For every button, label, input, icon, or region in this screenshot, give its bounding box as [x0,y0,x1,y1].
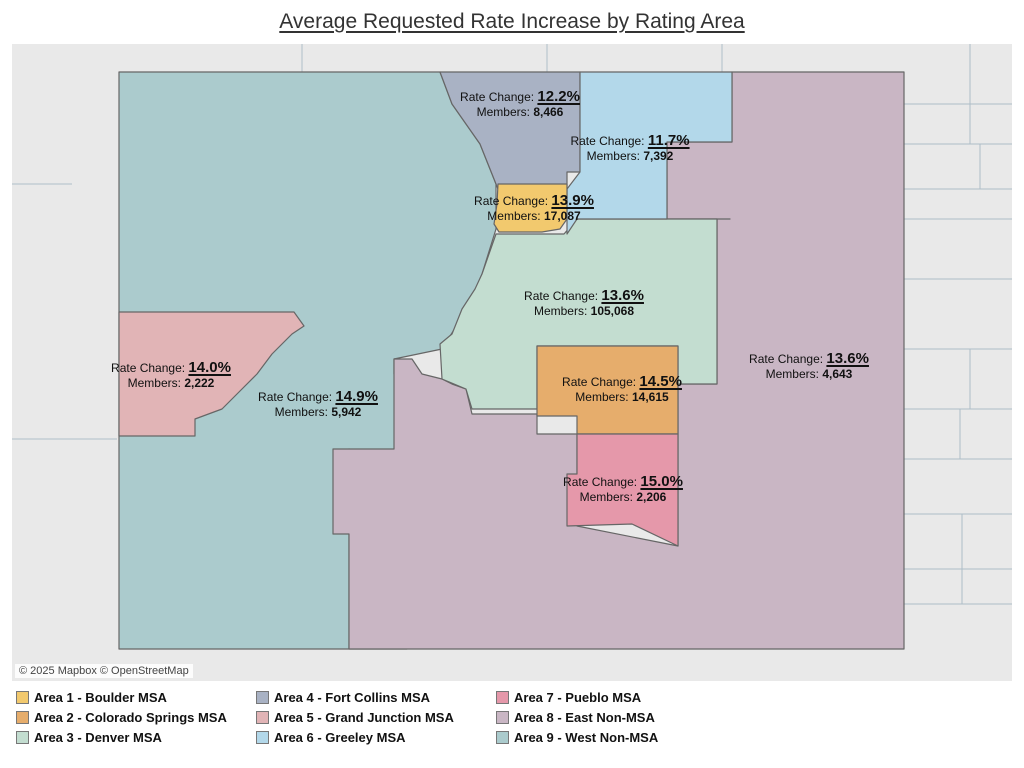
swatch-icon [496,691,509,704]
legend-item-area-7[interactable]: Area 7 - Pueblo MSA [496,690,641,705]
area-3-label: Rate Change: 13.6% Members: 105,068 [524,287,644,318]
colorado-map[interactable]: Rate Change: 12.2% Members: 8,466 Rate C… [12,44,1012,681]
swatch-icon [256,731,269,744]
map-canvas [12,44,1012,650]
area-9-label: Rate Change: 14.9% Members: 5,942 [258,388,378,419]
swatch-icon [16,691,29,704]
legend-item-area-2[interactable]: Area 2 - Colorado Springs MSA [16,710,227,725]
swatch-icon [16,731,29,744]
map-attribution[interactable]: © 2025 Mapbox © OpenStreetMap [15,664,193,678]
legend-item-area-8[interactable]: Area 8 - East Non-MSA [496,710,655,725]
chart-title: Average Requested Rate Increase by Ratin… [279,10,745,33]
area-1-label: Rate Change: 13.9% Members: 17,087 [474,192,594,223]
area-7-region [566,433,679,547]
legend-item-area-6[interactable]: Area 6 - Greeley MSA [256,730,406,745]
swatch-icon [256,691,269,704]
area-1-region [493,183,568,233]
legend-item-area-3[interactable]: Area 3 - Denver MSA [16,730,162,745]
swatch-icon [496,711,509,724]
area-6-label: Rate Change: 11.7% Members: 7,392 [570,132,690,163]
area-5-region [118,311,305,437]
swatch-icon [256,711,269,724]
legend-item-area-5[interactable]: Area 5 - Grand Junction MSA [256,710,454,725]
legend-item-area-9[interactable]: Area 9 - West Non-MSA [496,730,658,745]
area-6-region [566,71,733,235]
swatch-icon [496,731,509,744]
area-2-label: Rate Change: 14.5% Members: 14,615 [562,373,682,404]
area-7-label: Rate Change: 15.0% Members: 2,206 [563,473,683,504]
swatch-icon [16,711,29,724]
area-5-label: Rate Change: 14.0% Members: 2,222 [111,359,231,390]
area-3-region [439,218,718,410]
legend-item-area-4[interactable]: Area 4 - Fort Collins MSA [256,690,430,705]
legend-item-area-1[interactable]: Area 1 - Boulder MSA [16,690,167,705]
area-8-label: Rate Change: 13.6% Members: 4,643 [749,350,869,381]
area-4-label: Rate Change: 12.2% Members: 8,466 [460,88,580,119]
